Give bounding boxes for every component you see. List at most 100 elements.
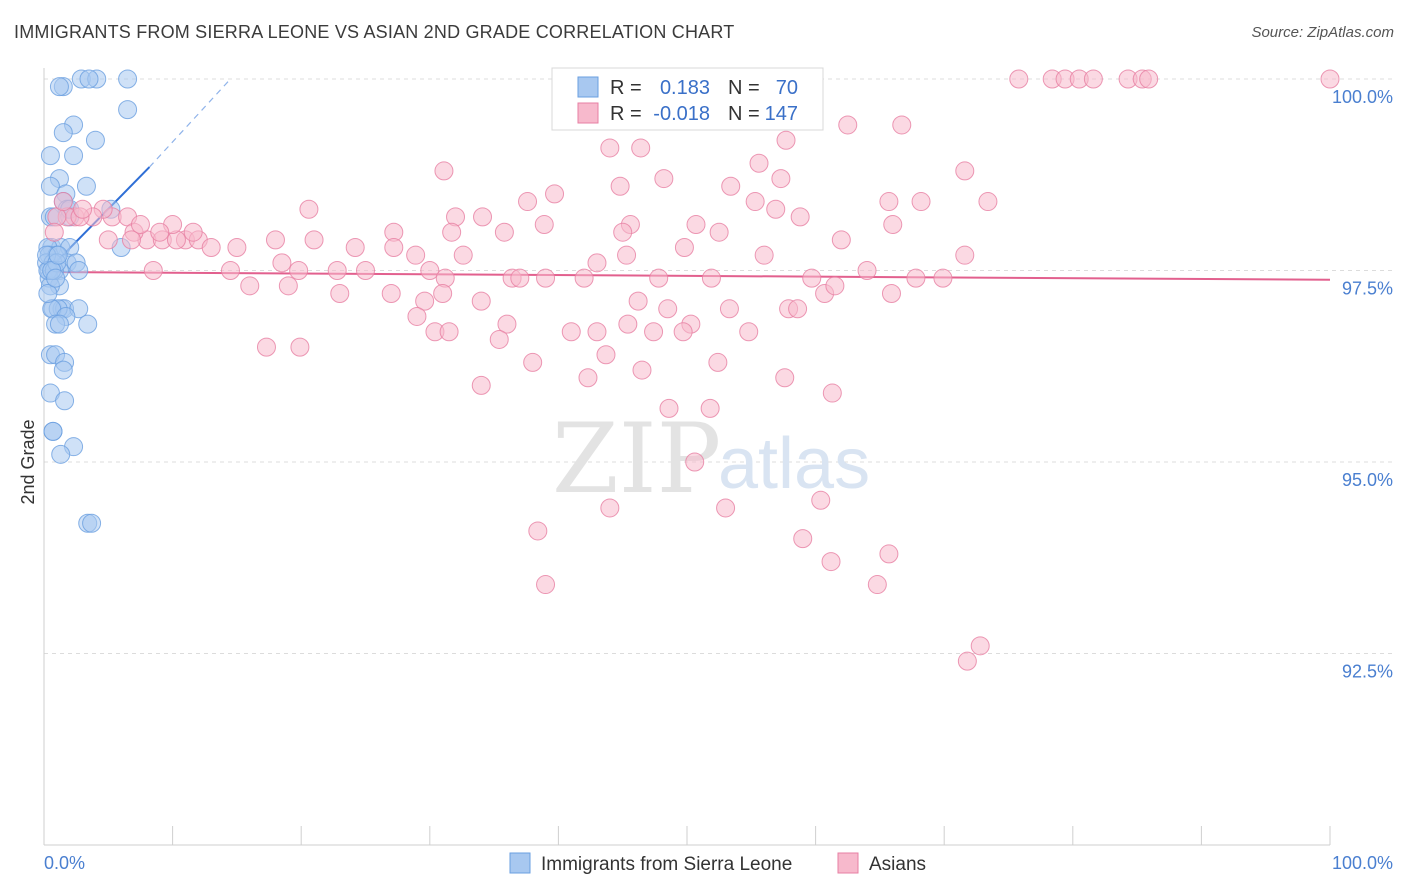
data-point-asians <box>220 261 240 280</box>
data-point-asians <box>272 253 292 273</box>
data-point-asians <box>240 276 260 296</box>
data-point-asians <box>150 222 170 242</box>
data-point-asians <box>892 115 912 135</box>
data-point-asians <box>771 169 791 189</box>
data-point-sierra-leone <box>69 261 89 280</box>
data-point-asians <box>600 498 620 518</box>
data-point-asians <box>415 291 435 311</box>
data-point-asians <box>143 261 163 280</box>
data-point-asians <box>632 360 652 380</box>
data-point-asians <box>825 276 845 296</box>
x-tick-label-max: 100.0% <box>1332 853 1393 873</box>
data-point-asians <box>289 261 309 280</box>
data-point-asians <box>596 345 616 365</box>
data-point-sierra-leone <box>40 146 60 166</box>
data-point-asians <box>659 398 679 418</box>
data-point-asians <box>384 238 404 258</box>
bottom-legend-swatch-asians <box>837 852 859 874</box>
data-point-asians <box>265 230 285 250</box>
legend-r-value-2: -0.018 <box>653 103 710 125</box>
data-point-asians <box>766 199 786 219</box>
data-point-asians <box>497 314 517 334</box>
data-point-asians <box>788 299 808 319</box>
data-point-asians <box>494 222 514 242</box>
data-point-asians <box>327 261 347 280</box>
data-point-asians <box>453 245 473 265</box>
data-point-asians <box>857 261 877 280</box>
data-point-asians <box>628 291 648 311</box>
data-point-sierra-leone <box>79 69 99 89</box>
data-point-asians <box>883 215 903 235</box>
legend-r-label-1: R = <box>610 77 642 99</box>
data-point-asians <box>574 268 594 288</box>
data-point-asians <box>811 490 831 510</box>
data-point-asians <box>227 238 247 258</box>
data-point-asians <box>745 192 765 212</box>
data-point-sierra-leone <box>53 123 73 143</box>
data-point-asians <box>754 245 774 265</box>
chart-title: IMMIGRANTS FROM SIERRA LEONE VS ASIAN 2N… <box>14 22 735 42</box>
data-point-asians <box>299 199 319 219</box>
legend-n-value-1: 70 <box>776 77 798 99</box>
y-tick-label: 95.0% <box>1342 470 1393 490</box>
data-point-asians <box>471 375 491 395</box>
trend-line-asians <box>43 271 1331 281</box>
data-point-sierra-leone <box>46 268 66 288</box>
data-point-asians <box>719 299 739 319</box>
data-point-asians <box>587 322 607 342</box>
data-point-asians <box>53 192 73 212</box>
bottom-legend-label-asians: Asians <box>869 854 926 875</box>
data-point-asians <box>439 322 459 342</box>
data-point-sierra-leone <box>48 245 68 265</box>
chart-source: Source: ZipAtlas.com <box>1251 24 1394 41</box>
y-tick-label: 97.5% <box>1342 279 1393 299</box>
data-point-asians <box>831 230 851 250</box>
data-point-asians <box>721 176 741 196</box>
data-point-asians <box>749 153 769 173</box>
data-point-asians <box>822 383 842 403</box>
data-point-asians <box>911 192 931 212</box>
axes-layer <box>43 68 1331 846</box>
data-point-asians <box>685 452 705 472</box>
data-point-asians <box>674 238 694 258</box>
data-point-asians <box>330 283 350 303</box>
legend-n-label-2: N = <box>728 103 760 125</box>
data-point-sierra-leone <box>82 513 102 533</box>
legend-r-value-1: 0.183 <box>660 77 710 99</box>
legend-n-value-2: 147 <box>765 103 798 125</box>
data-point-asians <box>658 299 678 319</box>
data-point-sierra-leone <box>64 146 84 166</box>
legend-box: R = 0.183 N = 70 R = -0.018 N = 147 <box>551 67 824 131</box>
data-point-asians <box>881 283 901 303</box>
data-point-asians <box>290 337 310 357</box>
data-point-asians <box>955 245 975 265</box>
data-point-sierra-leone <box>43 421 63 441</box>
data-point-sierra-leone <box>53 360 73 380</box>
data-point-asians <box>793 529 813 549</box>
data-point-asians <box>528 521 548 541</box>
data-point-asians <box>978 192 998 212</box>
data-point-asians <box>1139 69 1159 89</box>
legend-swatch-asians <box>577 102 599 124</box>
data-point-asians <box>790 207 810 227</box>
data-point-asians <box>970 636 990 656</box>
data-point-asians <box>879 192 899 212</box>
data-point-asians <box>838 115 858 135</box>
data-point-asians <box>700 398 720 418</box>
data-point-asians <box>879 544 899 564</box>
bottom-legend-swatch-sierra-leone <box>509 852 531 874</box>
y-tick-labels: 100.0% 97.5% 95.0% 92.5% <box>1332 87 1393 682</box>
data-point-asians <box>121 230 141 250</box>
data-point-asians <box>1083 69 1103 89</box>
data-point-asians <box>183 222 203 242</box>
data-point-asians <box>420 261 440 280</box>
data-point-asians <box>933 268 953 288</box>
data-point-sierra-leone <box>118 69 138 89</box>
y-tick-label: 92.5% <box>1342 662 1393 682</box>
data-point-asians <box>433 283 453 303</box>
data-point-asians <box>434 161 454 181</box>
data-point-asians <box>701 268 721 288</box>
data-point-sierra-leone <box>40 176 60 196</box>
data-point-asians <box>510 268 530 288</box>
data-point-asians <box>617 245 637 265</box>
